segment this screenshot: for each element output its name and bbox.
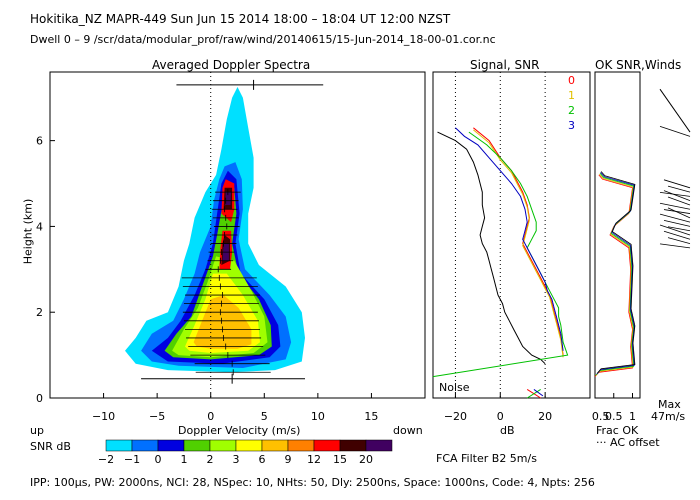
frac-ok-line-1 bbox=[595, 173, 634, 376]
legend-0: 0 bbox=[568, 74, 575, 87]
colorbar-label: −2 bbox=[98, 453, 114, 466]
colorbar-swatch bbox=[183, 439, 211, 452]
colorbar-swatch bbox=[287, 439, 315, 452]
snr-db-label: SNR dB bbox=[30, 440, 71, 453]
wind-barb bbox=[659, 202, 691, 210]
frac-tick-label: 0.5 bbox=[605, 410, 623, 423]
snr-frame bbox=[432, 71, 591, 399]
colorbar-label: 20 bbox=[359, 453, 373, 466]
frac-ok-line-2 bbox=[595, 172, 635, 376]
series-4 bbox=[455, 127, 564, 351]
velocity-tick-label: 5 bbox=[261, 410, 268, 423]
legend-1: 1 bbox=[568, 89, 575, 102]
up-label: up bbox=[30, 424, 44, 437]
colorbar-label: 6 bbox=[259, 453, 266, 466]
colorbar-label: 2 bbox=[207, 453, 214, 466]
wind-barb bbox=[663, 179, 691, 189]
colorbar-swatch bbox=[157, 439, 185, 452]
velocity-tick-label: 15 bbox=[364, 410, 378, 423]
wind-barb bbox=[663, 220, 691, 227]
colorbar-swatch bbox=[209, 439, 237, 452]
colorbar-label: 9 bbox=[285, 453, 292, 466]
db-axis-label: dB bbox=[500, 424, 515, 437]
frac-ok-line-3 bbox=[596, 172, 635, 375]
series-0 bbox=[437, 131, 546, 365]
winds-panel-title: OK SNR,Winds bbox=[595, 58, 682, 72]
colorbar-label: −1 bbox=[124, 453, 140, 466]
wind-barb bbox=[667, 196, 691, 206]
spectra-title: Averaged Doppler Spectra bbox=[152, 58, 311, 72]
height-tick-label: 6 bbox=[36, 135, 43, 148]
legend-3: 3 bbox=[568, 119, 575, 132]
snr-panel-title: Signal, SNR bbox=[470, 58, 540, 72]
frac-tick-label-extra: 0.5 bbox=[592, 410, 610, 423]
legend-2: 2 bbox=[568, 104, 575, 117]
max-label: Max bbox=[658, 398, 681, 411]
colorbar-swatch bbox=[235, 439, 263, 452]
frac-frame bbox=[594, 71, 641, 399]
noise-marker-c bbox=[533, 389, 544, 397]
db-tick-label: −20 bbox=[444, 410, 467, 423]
colorbar-label: 12 bbox=[307, 453, 321, 466]
colorbar-swatch bbox=[131, 439, 159, 452]
header-line-1: Hokitika_NZ MAPR-449 Sun Jun 15 2014 18:… bbox=[30, 12, 451, 26]
colorbar-swatch bbox=[339, 439, 367, 452]
colorbar-label: 1 bbox=[181, 453, 188, 466]
spectra-frame bbox=[49, 71, 426, 399]
colorbar-swatch bbox=[105, 439, 133, 452]
down-label: down bbox=[393, 424, 423, 437]
velocity-tick-label: −5 bbox=[149, 410, 165, 423]
wind-barb bbox=[663, 230, 691, 240]
colorbar-label: 15 bbox=[333, 453, 347, 466]
colorbar-swatch bbox=[313, 439, 341, 452]
db-tick-label: 0 bbox=[497, 410, 504, 423]
colorbar-label: 0 bbox=[155, 453, 162, 466]
wind-barb bbox=[659, 243, 691, 249]
height-tick-label: 0 bbox=[36, 392, 43, 405]
velocity-axis-label: Doppler Velocity (m/s) bbox=[178, 424, 301, 437]
wind-barb bbox=[667, 226, 691, 232]
colorbar-swatch bbox=[365, 439, 393, 452]
wind-barb bbox=[659, 125, 691, 137]
wind-barb-top bbox=[659, 88, 691, 133]
series-2 bbox=[473, 129, 564, 358]
frac-tick-label: 1 bbox=[629, 410, 636, 423]
height-tick-label: 2 bbox=[36, 306, 43, 319]
footer-params: IPP: 100μs, PW: 2000ns, NCI: 28, NSpec: … bbox=[30, 476, 595, 489]
wind-barb bbox=[659, 191, 691, 197]
ac-offset-label: ··· AC offset bbox=[596, 436, 660, 449]
header-line-2: Dwell 0 – 9 /scr/data/modular_prof/raw/w… bbox=[30, 33, 496, 46]
wind-barb bbox=[667, 237, 691, 244]
frac-ok-line-0 bbox=[594, 174, 633, 377]
wind-barb bbox=[663, 190, 691, 202]
frac-ok-label: Frac OK bbox=[596, 424, 639, 437]
noise-marker-b bbox=[526, 388, 541, 399]
height-axis-label: Height (km) bbox=[21, 198, 35, 265]
velocity-tick-label: −10 bbox=[92, 410, 115, 423]
series-1 bbox=[473, 127, 564, 356]
wind-barb bbox=[667, 207, 691, 219]
velocity-tick-label: 10 bbox=[311, 410, 325, 423]
colorbar-label: 3 bbox=[233, 453, 240, 466]
max-value-label: 47m/s bbox=[651, 410, 686, 423]
snr-contour-6 bbox=[193, 295, 252, 349]
wind-barb bbox=[667, 185, 691, 193]
db-tick-label: 20 bbox=[538, 410, 552, 423]
noise-label: Noise bbox=[439, 381, 470, 394]
fca-filter-label: FCA Filter B2 5m/s bbox=[436, 452, 537, 465]
snr-contour-12 bbox=[225, 192, 232, 205]
height-tick-label: 4 bbox=[36, 220, 43, 233]
wind-barb bbox=[659, 213, 691, 223]
velocity-tick-label: 0 bbox=[207, 410, 214, 423]
colorbar-swatch bbox=[261, 439, 289, 452]
frac-ok-line-4 bbox=[597, 171, 636, 374]
wind-barb bbox=[659, 224, 691, 236]
